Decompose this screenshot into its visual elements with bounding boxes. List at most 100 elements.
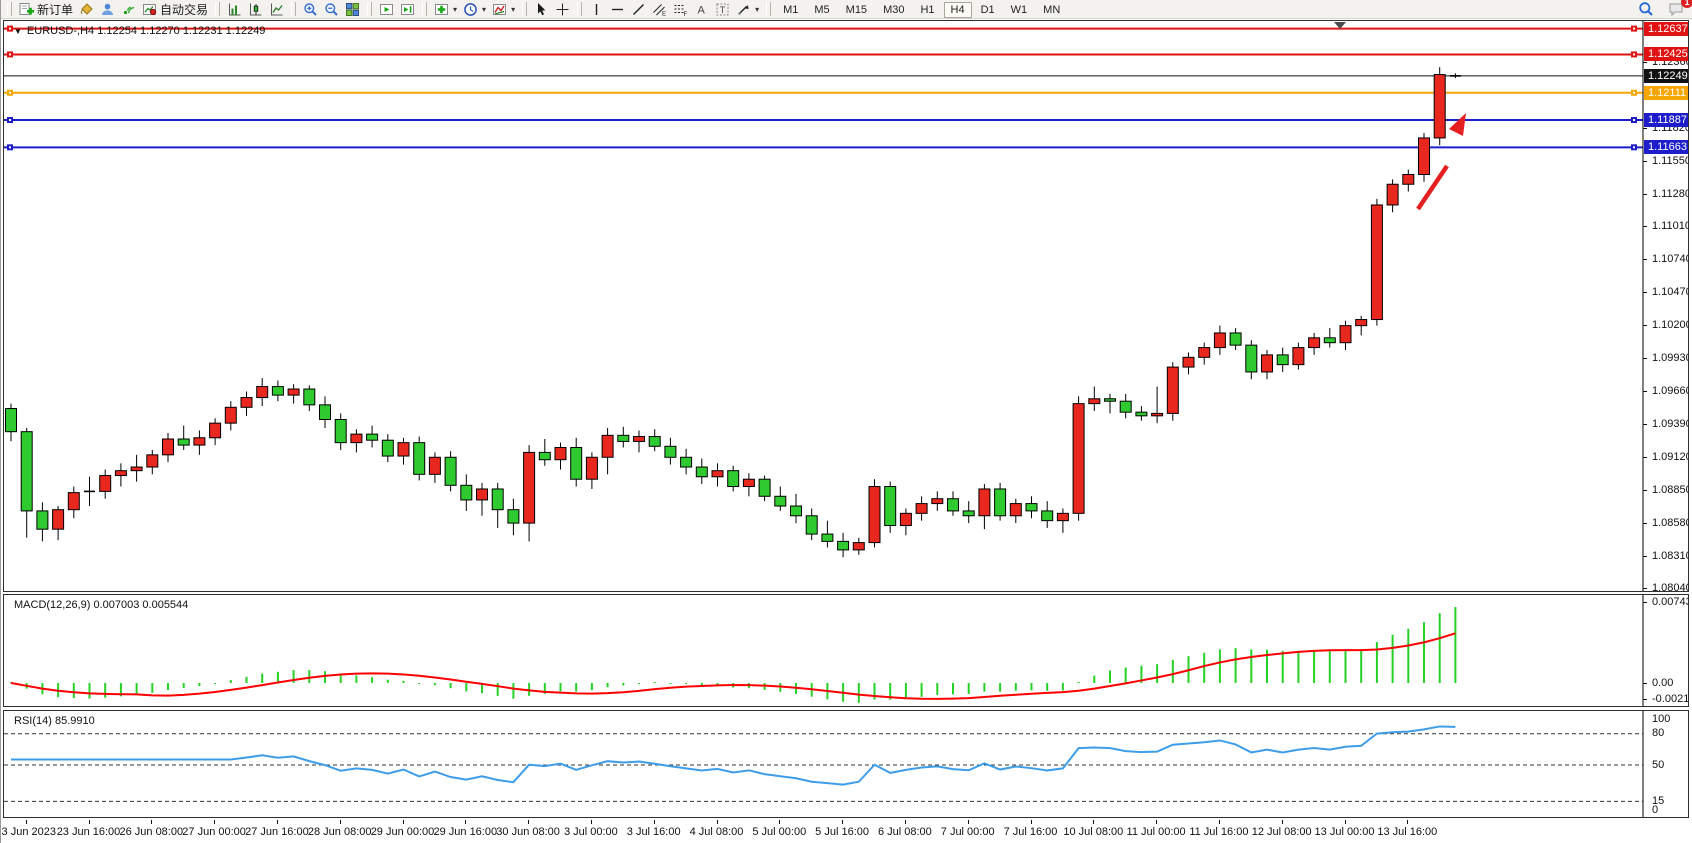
macd-bar	[590, 683, 593, 691]
period-button-MN[interactable]: MN	[1043, 4, 1061, 16]
candle-body	[633, 436, 645, 442]
zoom-in-button[interactable]	[300, 1, 321, 18]
period-button-M30[interactable]: M30	[883, 4, 905, 16]
horizontal-line-objects[interactable]	[4, 25, 1643, 151]
macd-bar	[1360, 650, 1363, 683]
time-label: 7 Jul 00:00	[940, 826, 995, 838]
search-button[interactable]	[1635, 0, 1657, 18]
templates-button[interactable]: ▾	[489, 1, 518, 18]
symbol-dropdown-icon[interactable]: ▼	[14, 26, 22, 36]
person-icon	[100, 2, 115, 17]
macd-bar	[1328, 651, 1331, 683]
tile-windows-button[interactable]	[342, 1, 363, 18]
macd-bar	[1030, 683, 1033, 691]
toolbar-grip[interactable]	[766, 2, 772, 16]
chart-shift-button[interactable]	[397, 1, 418, 18]
toolbar-grip[interactable]	[367, 2, 373, 16]
period-button-W1[interactable]: W1	[1010, 4, 1028, 16]
time-label: 10 Jul 08:00	[1063, 826, 1124, 838]
toolbar-grip[interactable]	[291, 2, 297, 16]
fibonacci-button[interactable]: F	[670, 1, 691, 18]
arrow-shaft[interactable]	[1416, 164, 1449, 211]
macd-bar	[214, 683, 217, 684]
price-badge-1.11663: 1.11663	[1644, 140, 1688, 155]
arrows-button[interactable]: ▾	[733, 1, 762, 18]
macd-bar	[1281, 650, 1284, 683]
period-button-M15[interactable]: M15	[845, 4, 868, 16]
autotrade-button[interactable]: 自动交易	[139, 0, 211, 19]
macd-panel[interactable]: MACD(12,26,9) 0.007003 0.005544 0.007439…	[3, 594, 1689, 707]
macd-bar	[1454, 607, 1457, 683]
period-button-M1[interactable]: M1	[783, 4, 799, 16]
macd-bar	[229, 680, 232, 683]
price-tick: 1.09390	[1652, 417, 1689, 430]
bar-chart-button[interactable]	[224, 1, 245, 18]
trendline-button[interactable]	[628, 1, 649, 18]
text-label-button[interactable]: T	[712, 1, 733, 18]
arrow-head[interactable]	[1449, 113, 1466, 136]
new-order-button[interactable]: 新订单	[16, 0, 76, 19]
period-button-M5[interactable]: M5	[814, 4, 830, 16]
time-label: 23 Jun 2023	[0, 826, 56, 838]
candle-body	[428, 456, 441, 475]
horizontal-line-button[interactable]	[607, 1, 628, 18]
line-chart-button[interactable]	[266, 1, 287, 18]
candlestick-chart-button[interactable]	[245, 1, 266, 18]
time-tick	[904, 820, 906, 824]
toolbar-grip[interactable]	[7, 2, 12, 16]
macd-bar	[496, 683, 499, 696]
time-axis[interactable]: 23 Jun 2023 23 Jun 16:00 26 Jun 08:00 27 Ju…	[0, 820, 1689, 843]
candle-body	[1386, 183, 1399, 206]
macd-bar	[1423, 622, 1425, 683]
arrow-annotation[interactable]	[1416, 113, 1466, 211]
macd-scale-dash	[1643, 682, 1647, 684]
text-label-icon: T	[715, 2, 730, 17]
auto-scroll-button[interactable]	[376, 1, 397, 18]
macd-bar	[1375, 642, 1378, 683]
macd-bar	[1344, 650, 1347, 683]
macd-bar	[1014, 683, 1017, 691]
cursor-button[interactable]	[531, 1, 552, 18]
candle-body	[224, 406, 237, 424]
time-tick	[214, 820, 216, 824]
period-button-H4[interactable]: H4	[943, 2, 972, 18]
toolbar-grip[interactable]	[215, 2, 221, 16]
zoom-out-button[interactable]	[321, 1, 342, 18]
periods-button[interactable]: ▾	[460, 1, 489, 18]
candle-body	[177, 438, 190, 446]
signals-button[interactable]	[118, 1, 139, 18]
price-tick: 1.09930	[1652, 352, 1689, 365]
macd-bar	[999, 683, 1002, 692]
crosshair-button[interactable]	[552, 1, 573, 18]
candle-body	[1433, 74, 1446, 139]
period-button-H1[interactable]: H1	[920, 4, 935, 16]
rsi-panel[interactable]: RSI(14) 85.9910 100 80 50 15 0	[3, 710, 1689, 818]
time-tick	[339, 820, 341, 824]
chart-title: EURUSD-,H4 1.12254 1.12270 1.12231 1.122…	[26, 25, 266, 37]
macd-bar	[653, 682, 656, 683]
text-button[interactable]: A	[691, 1, 712, 18]
styler-button[interactable]	[76, 1, 97, 18]
toolbar-grip[interactable]	[577, 2, 583, 16]
toolbar-grip[interactable]	[522, 2, 528, 16]
community-button[interactable]	[97, 1, 118, 18]
equidistant-channel-button[interactable]: E	[649, 1, 670, 18]
price-chart-panel[interactable]: ▼ EURUSD-,H4 1.12254 1.12270 1.12231 1.1…	[3, 20, 1689, 592]
macd-bar	[1171, 659, 1174, 683]
indicators-button[interactable]: ▾	[431, 1, 460, 18]
candle-body	[1009, 503, 1022, 517]
search-icon	[1638, 1, 1654, 17]
toolbar-grip[interactable]	[422, 2, 428, 16]
candle-body	[523, 451, 536, 524]
macd-bar	[292, 670, 295, 683]
chart-shift-marker[interactable]	[1334, 22, 1346, 29]
macd-bar	[167, 683, 169, 690]
vertical-line-button[interactable]	[586, 1, 607, 18]
period-button-D1[interactable]: D1	[980, 4, 995, 16]
macd-scale-dash	[1643, 601, 1647, 603]
time-label: 26 Jun 08:00	[119, 826, 184, 838]
macd-bar	[1109, 670, 1111, 683]
price-tick-dash	[1643, 61, 1647, 63]
chat-button[interactable]: 1	[1665, 0, 1692, 18]
